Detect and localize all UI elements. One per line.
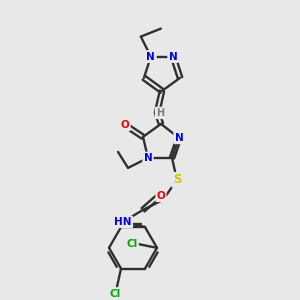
Text: Cl: Cl (110, 289, 121, 298)
Text: Cl: Cl (126, 239, 138, 249)
Text: N: N (144, 153, 152, 163)
Text: S: S (173, 173, 181, 186)
Text: HN: HN (114, 217, 132, 227)
Text: H: H (156, 108, 164, 118)
Text: O: O (157, 191, 165, 201)
Text: N: N (175, 133, 183, 143)
Text: N: N (169, 52, 178, 61)
Text: N: N (146, 52, 155, 61)
Text: N: N (146, 52, 155, 61)
Text: O: O (121, 120, 129, 130)
Text: N: N (169, 52, 178, 61)
